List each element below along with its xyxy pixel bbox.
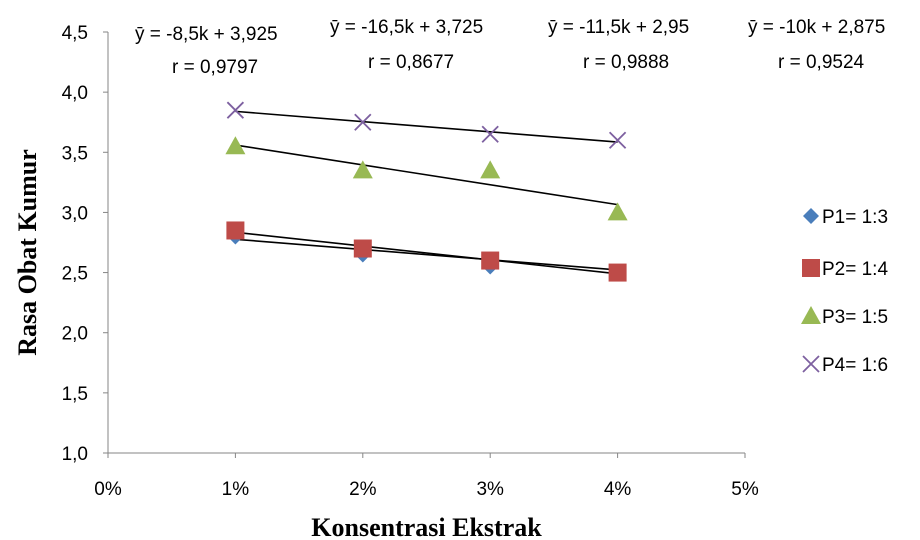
- y-tick-label: 2,0: [62, 324, 88, 345]
- x-tick-label: 3%: [476, 479, 504, 500]
- x-tick-label: 5%: [731, 479, 759, 500]
- data-point: [225, 136, 245, 154]
- data-point: [227, 102, 243, 118]
- y-tick-label: 1,5: [62, 384, 88, 405]
- legend: P1= 1:3 P2= 1:4 P3= 1:5 P4= 1:6: [801, 207, 888, 376]
- y-axis-title: Rasa Obat Kumur: [13, 149, 42, 356]
- correlation-label: r = 0,8677: [368, 52, 454, 73]
- y-tick-label: 4,0: [62, 83, 88, 104]
- x-tick-label: 1%: [222, 479, 250, 500]
- data-point: [609, 264, 627, 282]
- trendline: [235, 239, 617, 270]
- x-tick-label: 4%: [604, 479, 632, 500]
- x-tick-label: 2%: [349, 479, 377, 500]
- trendline-equation: ȳ = -11,5k + 2,95: [548, 17, 689, 38]
- trendlines: [235, 111, 617, 273]
- trendline: [235, 232, 617, 273]
- data-point: [481, 252, 499, 270]
- data-point: [354, 240, 372, 258]
- y-tick-label: 3,0: [62, 203, 88, 224]
- legend-label: P4= 1:6: [822, 355, 888, 376]
- x-tick-label: 0%: [94, 479, 122, 500]
- legend-label: P3= 1:5: [822, 307, 888, 328]
- x-axis-title: Konsentrasi Ekstrak: [311, 513, 542, 540]
- y-tick-label: 1,0: [62, 444, 88, 465]
- legend-marker: [802, 259, 820, 277]
- correlation-label: r = 0,9797: [172, 57, 258, 78]
- equation-annotations: ȳ = -8,5k + 3,925 r = 0,9797 ȳ = -16,5k + …: [135, 17, 885, 78]
- legend-label: P2= 1:4: [822, 259, 888, 280]
- y-tick-label: 3,5: [62, 143, 88, 164]
- legend-marker: [801, 306, 821, 324]
- correlation-label: r = 0,9524: [778, 52, 865, 73]
- axes: 1,0 1,5 2,0 2,5 3,0 3,5 4,0 4,5 0% 1% 2% 3% 4% 5%: [62, 23, 759, 500]
- trendline-equation: ȳ = -10k + 2,875: [748, 17, 885, 38]
- data-point: [610, 132, 626, 148]
- trendline: [235, 145, 617, 205]
- legend-marker: [803, 356, 819, 372]
- trendline-equation: ȳ = -8,5k + 3,925: [135, 24, 278, 45]
- correlation-label: r = 0,9888: [583, 52, 669, 73]
- y-tick-label: 2,5: [62, 264, 88, 285]
- legend-item: P4= 1:6: [803, 355, 888, 376]
- data-point: [482, 126, 498, 142]
- y-tick-label: 4,5: [62, 23, 88, 44]
- legend-item: P1= 1:3: [803, 207, 888, 228]
- legend-item: P3= 1:5: [801, 306, 888, 328]
- data-point: [480, 160, 500, 178]
- trendline-equation: ȳ = -16,5k + 3,725: [330, 17, 483, 38]
- legend-item: P2= 1:4: [802, 259, 888, 280]
- trendline: [235, 111, 617, 142]
- legend-marker: [803, 208, 819, 224]
- data-point: [608, 202, 628, 220]
- data-point: [226, 221, 244, 239]
- legend-label: P1= 1:3: [822, 207, 888, 228]
